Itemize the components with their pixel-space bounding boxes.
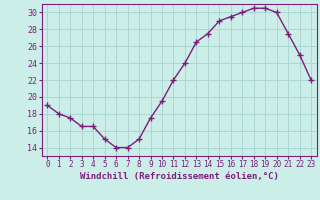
X-axis label: Windchill (Refroidissement éolien,°C): Windchill (Refroidissement éolien,°C) [80,172,279,181]
